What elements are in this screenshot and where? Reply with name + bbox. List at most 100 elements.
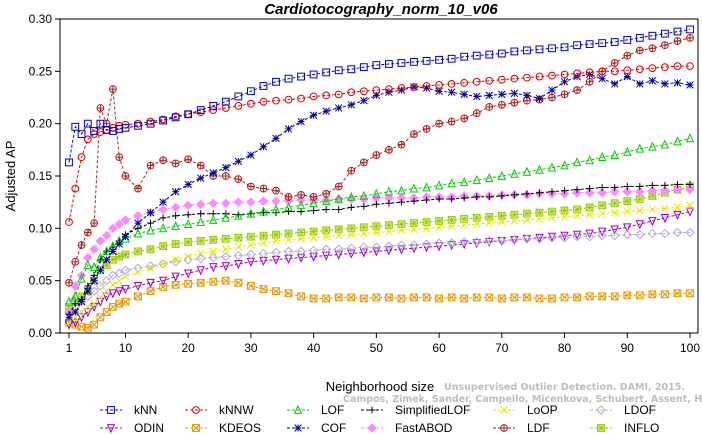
point-ldf-46 [347,166,356,175]
point-simplifiedlof-90 [623,183,631,190]
point-odin-18 [171,272,180,282]
point-inflo-36 [284,229,293,238]
series-kdeos [65,276,694,332]
point-lof-30 [246,208,256,218]
point-kdeos-12 [134,292,142,301]
point-knnw-84 [585,68,594,77]
point-kdeos-62 [447,293,456,302]
point-knnw-28 [234,101,243,110]
point-knn-52 [385,60,393,68]
point-ldof-30 [246,249,256,260]
point-ldf-56 [410,130,418,139]
point-inflo-68 [485,212,494,221]
point-ldf-52 [385,145,393,154]
point-inflo-66 [472,213,481,222]
legend-marker-simplifiedlof [368,406,376,414]
y-tick-label-5: 0.25 [29,64,53,78]
point-knn-64 [460,52,469,61]
point-knnw-38 [297,94,305,103]
legend-item-odin: ODIN [100,421,164,434]
point-ldof-56 [409,240,419,250]
point-loop-22 [196,249,205,258]
point-ldf-7 [102,119,111,128]
point-knnw-82 [573,69,581,78]
x-tick-label-70: 70 [495,341,509,355]
point-knn-78 [548,44,556,53]
point-knnw-90 [623,66,632,75]
series-line-odin [68,211,691,326]
point-cof-76 [535,94,544,103]
point-lof-40 [309,198,318,208]
point-knnw-4 [83,135,92,144]
point-lof-24 [209,214,218,224]
point-kdeos-78 [548,294,556,303]
point-loop-74 [523,216,531,224]
point-knn-96 [661,29,669,38]
point-fastabod-10 [120,215,131,225]
point-loop-10 [121,272,130,281]
y-tick-label-4: 0.20 [29,117,53,131]
point-loop-30 [247,241,255,249]
point-fastabod-94 [647,185,658,196]
point-cof-12 [134,219,142,227]
point-inflo-86 [598,201,607,210]
point-knn-5 [90,127,98,135]
point-fastabod-20 [183,200,193,211]
point-lof-20 [184,218,193,229]
point-ldof-78 [547,233,557,243]
point-inflo-40 [309,227,318,236]
point-loop-16 [159,260,167,268]
point-loop-56 [410,225,418,234]
point-ldf-16 [159,156,167,165]
point-simplifiedlof-100 [686,180,694,188]
point-odin-94 [648,217,657,227]
legend-item-ldf: LDF [493,421,550,434]
point-cof-38 [297,117,305,126]
point-lof-36 [284,202,293,212]
point-kdeos-20 [184,279,193,288]
point-lof-64 [460,177,469,187]
point-ldof-88 [610,230,620,241]
point-fastabod-12 [133,211,143,221]
point-kdeos-68 [485,293,494,302]
point-ldof-40 [308,245,319,256]
point-kdeos-54 [397,294,406,303]
point-ldof-70 [497,236,507,246]
point-odin-98 [673,210,682,220]
point-ldf-5 [90,219,98,228]
point-knn-44 [334,66,343,75]
point-odin-44 [334,250,343,260]
point-ldof-9 [114,268,124,279]
point-ldf-72 [510,98,519,107]
point-lof-3 [77,273,86,283]
point-kdeos-94 [648,290,657,299]
point-lof-88 [610,149,619,159]
point-kdeos-7 [102,308,111,316]
point-knnw-80 [560,70,569,79]
legend-label-ldf: LDF [527,421,550,434]
point-simplifiedlof-66 [473,193,481,201]
legend-marker-lof [293,404,303,414]
point-inflo-32 [259,231,268,240]
point-ldf-68 [485,103,494,111]
legend-item-inflo: INFLO [590,421,659,434]
point-simplifiedlof-40 [310,207,318,214]
point-fastabod-84 [584,188,595,198]
series-ldf [65,33,694,287]
point-ldof-96 [660,228,670,239]
point-knn-1 [65,158,73,167]
point-knn-54 [397,59,406,67]
point-simplifiedlof-74 [523,190,531,198]
point-lof-82 [572,157,582,167]
point-lof-28 [234,210,243,220]
point-ldf-94 [648,44,657,53]
point-loop-94 [648,205,657,214]
point-knn-22 [196,106,205,114]
point-knn-14 [146,119,155,128]
point-loop-82 [573,212,581,220]
point-inflo-16 [159,242,167,251]
point-lof-5 [89,261,99,271]
point-ldf-88 [610,59,619,67]
legend-item-kdeos: KDEOS [185,421,261,434]
point-knn-98 [673,27,682,36]
